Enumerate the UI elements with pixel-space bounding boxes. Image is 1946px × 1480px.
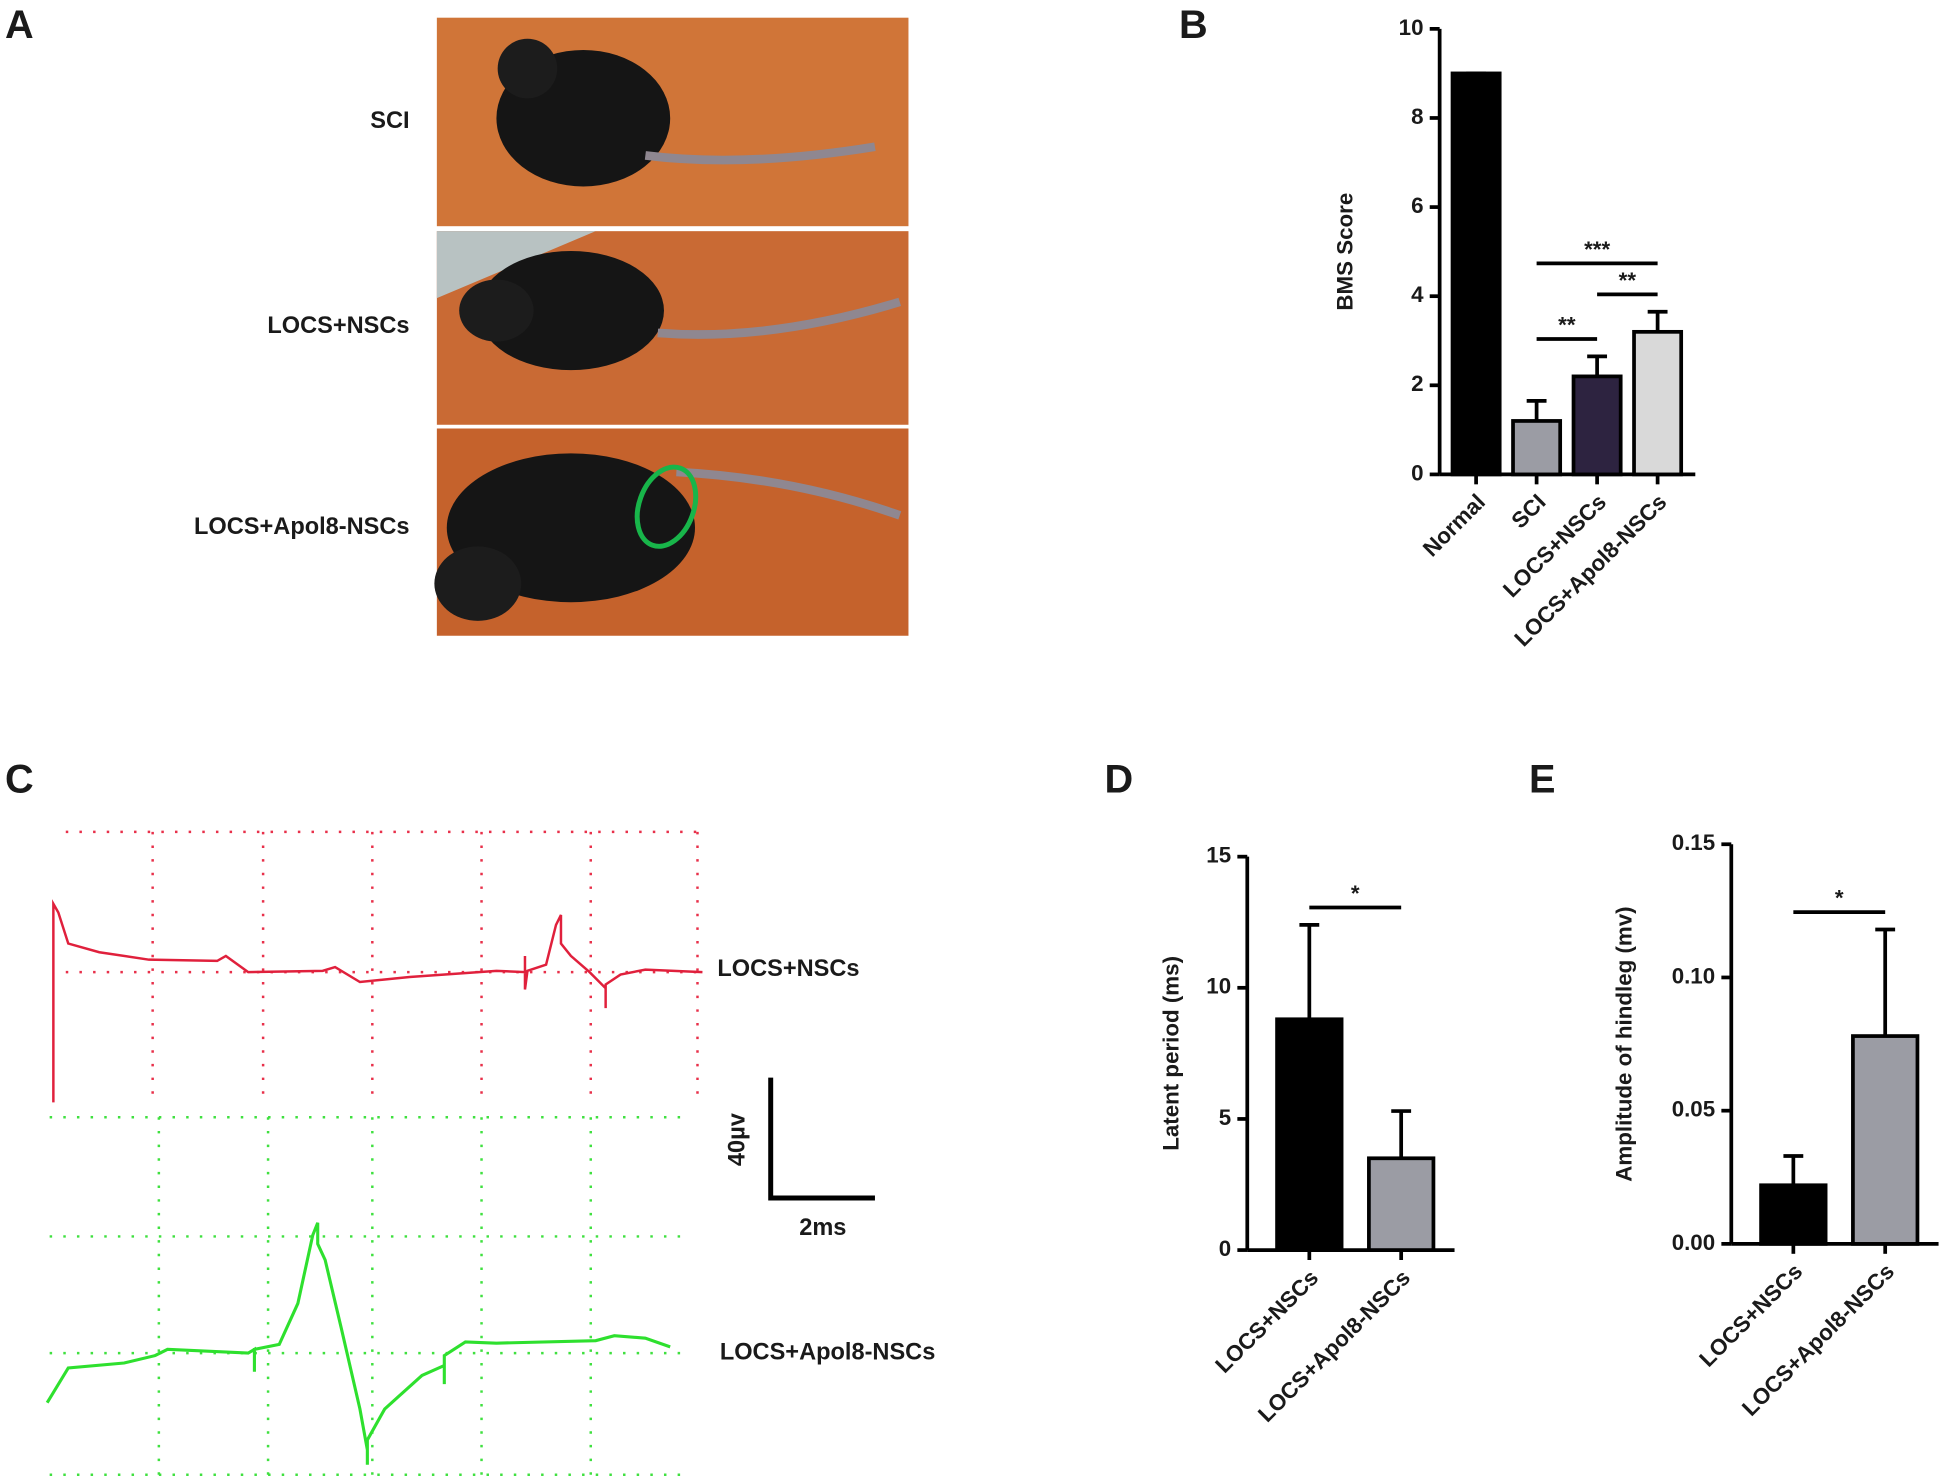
x-tick-label: LOCS+Apol8-NSCs: [1737, 1259, 1899, 1421]
scale-label: 2ms: [799, 1214, 846, 1240]
highlight-circle: [634, 464, 699, 549]
y-tick-label: 2: [1411, 371, 1423, 396]
y-tick-label: 0.00: [1672, 1230, 1715, 1255]
trace-label: LOCS+Apol8-NSCs: [720, 1338, 936, 1364]
bar: [1275, 1017, 1344, 1252]
x-tick-label: LOCS+Apol8-NSCs: [1253, 1265, 1415, 1427]
mouse: [477, 251, 664, 371]
green-grid: [49, 1116, 683, 1476]
panel-letter: A: [5, 3, 34, 47]
significance-label: *: [1351, 881, 1360, 906]
panel-letter: D: [1105, 758, 1134, 802]
significance-label: *: [1835, 886, 1844, 911]
bar: [1851, 1034, 1920, 1246]
bar: [1759, 1183, 1828, 1246]
panel-letter: E: [1529, 758, 1555, 802]
significance-label: **: [1619, 268, 1637, 293]
y-axis-label: BMS Score: [1332, 193, 1357, 311]
tail: [657, 297, 902, 339]
mouse-head: [459, 279, 534, 342]
y-tick-label: 0.10: [1672, 963, 1715, 988]
y-tick-label: 0.05: [1672, 1097, 1715, 1122]
y-tick-label: 10: [1206, 974, 1231, 999]
bar: [1511, 419, 1563, 477]
y-tick-label: 15: [1206, 843, 1231, 868]
scale-bar: [768, 1077, 875, 1201]
bar: [1571, 374, 1623, 477]
x-tick-label: Normal: [1418, 489, 1490, 561]
y-tick-label: 0: [1411, 460, 1423, 485]
panel-letter: B: [1179, 3, 1208, 47]
bar: [1367, 1156, 1436, 1252]
mouse-head: [497, 38, 558, 99]
y-axis-label: Amplitude of hindleg (mv): [1612, 906, 1637, 1181]
tail: [676, 467, 902, 520]
y-tick-label: 6: [1411, 193, 1423, 218]
y-tick-label: 0.15: [1672, 830, 1715, 855]
x-tick-label: SCI: [1507, 489, 1551, 533]
photos: [434, 17, 909, 636]
panel-letter: C: [5, 758, 34, 802]
photo-label: SCI: [370, 107, 409, 133]
trace: [45, 1222, 671, 1465]
bar: [1632, 329, 1684, 477]
y-axis-label: Latent period (ms): [1159, 956, 1184, 1151]
bar: [1450, 71, 1502, 477]
trace-label: LOCS+NSCs: [717, 955, 859, 981]
photo-label: LOCS+Apol8-NSCs: [194, 513, 410, 539]
red-grid: [65, 830, 702, 1099]
y-tick-label: 8: [1411, 104, 1423, 129]
trace: [52, 899, 703, 1103]
y-tick-label: 0: [1219, 1236, 1231, 1261]
photo-label: LOCS+NSCs: [267, 312, 409, 338]
scale-label: 40µv: [724, 1112, 750, 1166]
y-tick-label: 4: [1411, 282, 1424, 307]
significance-label: **: [1558, 312, 1576, 337]
significance-label: ***: [1584, 237, 1610, 262]
y-tick-label: 5: [1219, 1105, 1231, 1130]
tail: [644, 142, 876, 165]
y-tick-label: 10: [1399, 15, 1424, 40]
mouse-head: [434, 546, 522, 621]
